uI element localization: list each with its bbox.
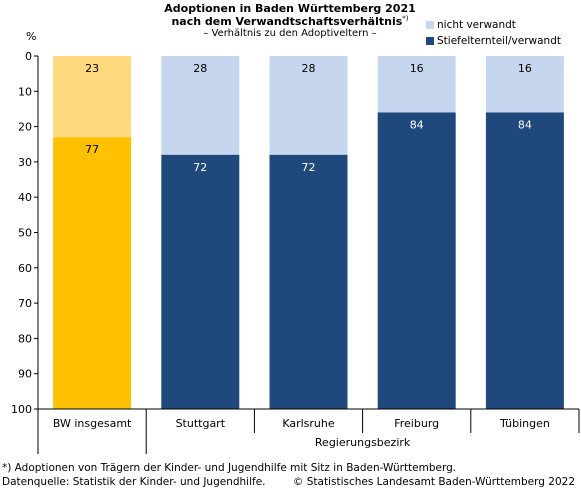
y-tick-label: 20 bbox=[18, 121, 32, 134]
x-group-label: Regierungsbezirk bbox=[315, 436, 411, 449]
bar-segment bbox=[161, 154, 240, 409]
bar-segment bbox=[485, 112, 564, 409]
x-tick-label: BW insgesamt bbox=[53, 417, 132, 430]
bar-segment bbox=[53, 137, 132, 409]
y-tick-label: 60 bbox=[18, 262, 32, 275]
x-tick-label: Stuttgart bbox=[176, 417, 226, 430]
y-axis-label: % bbox=[26, 30, 36, 43]
bar-segment bbox=[377, 56, 456, 113]
bar-segment bbox=[269, 154, 348, 409]
bar-value-label: 28 bbox=[302, 62, 316, 75]
y-tick-label: 80 bbox=[18, 332, 32, 345]
y-tick-label: 40 bbox=[18, 191, 32, 204]
bar-segment bbox=[161, 56, 240, 155]
chart-title-line2: nach dem Verwandtschaftsverhältnis*) bbox=[140, 15, 440, 28]
chart-title-line1: Adoptionen in Baden Württemberg 2021 bbox=[164, 2, 416, 15]
bar-value-label: 23 bbox=[85, 62, 99, 75]
bar-value-label: 16 bbox=[518, 62, 532, 75]
bar-value-label: 16 bbox=[410, 62, 424, 75]
bar-value-label: 84 bbox=[410, 118, 424, 131]
chart-subtitle: – Verhältnis zu den Adoptiveltern – bbox=[203, 28, 377, 39]
x-tick-label: Tübingen bbox=[499, 417, 550, 430]
bar-segment bbox=[269, 56, 348, 155]
x-tick-label: Freiburg bbox=[394, 417, 439, 430]
y-tick-label: 100 bbox=[11, 403, 32, 416]
y-tick-label: 0 bbox=[25, 50, 32, 63]
x-tick-label: Karlsruhe bbox=[282, 417, 335, 430]
footnote-marker: *) bbox=[402, 14, 409, 23]
y-tick-label: 70 bbox=[18, 297, 32, 310]
bar-value-label: 77 bbox=[85, 143, 99, 156]
y-tick-label: 90 bbox=[18, 368, 32, 381]
data-source: Datenquelle: Statistik der Kinder- und J… bbox=[2, 476, 266, 488]
bar-segment bbox=[377, 112, 456, 409]
bar-value-label: 28 bbox=[193, 62, 207, 75]
bar-value-label: 72 bbox=[193, 161, 207, 174]
chart-title: Adoptionen in Baden Württemberg 2021 nac… bbox=[140, 2, 440, 28]
copyright: © Statistisches Landesamt Baden-Württemb… bbox=[292, 476, 575, 488]
bar-segment bbox=[485, 56, 564, 113]
footnote: *) Adoptionen von Trägern der Kinder- un… bbox=[2, 462, 457, 474]
legend-swatch-related bbox=[426, 37, 434, 45]
legend-item-not-related: nicht verwandt bbox=[426, 17, 561, 33]
y-tick-label: 30 bbox=[18, 156, 32, 169]
chart-title-line2-text: nach dem Verwandtschaftsverhältnis bbox=[171, 15, 403, 28]
legend: nicht verwandt Stiefelternteil/verwandt bbox=[426, 17, 561, 49]
bar-value-label: 72 bbox=[302, 161, 316, 174]
bar-segment bbox=[53, 56, 132, 138]
legend-swatch-not-related bbox=[426, 21, 434, 29]
legend-label-related: Stiefelternteil/verwandt bbox=[437, 35, 561, 47]
bar-value-label: 84 bbox=[518, 118, 532, 131]
y-tick-label: 10 bbox=[18, 85, 32, 98]
legend-label-not-related: nicht verwandt bbox=[437, 19, 516, 31]
y-tick-label: 50 bbox=[18, 227, 32, 240]
legend-item-related: Stiefelternteil/verwandt bbox=[426, 33, 561, 49]
